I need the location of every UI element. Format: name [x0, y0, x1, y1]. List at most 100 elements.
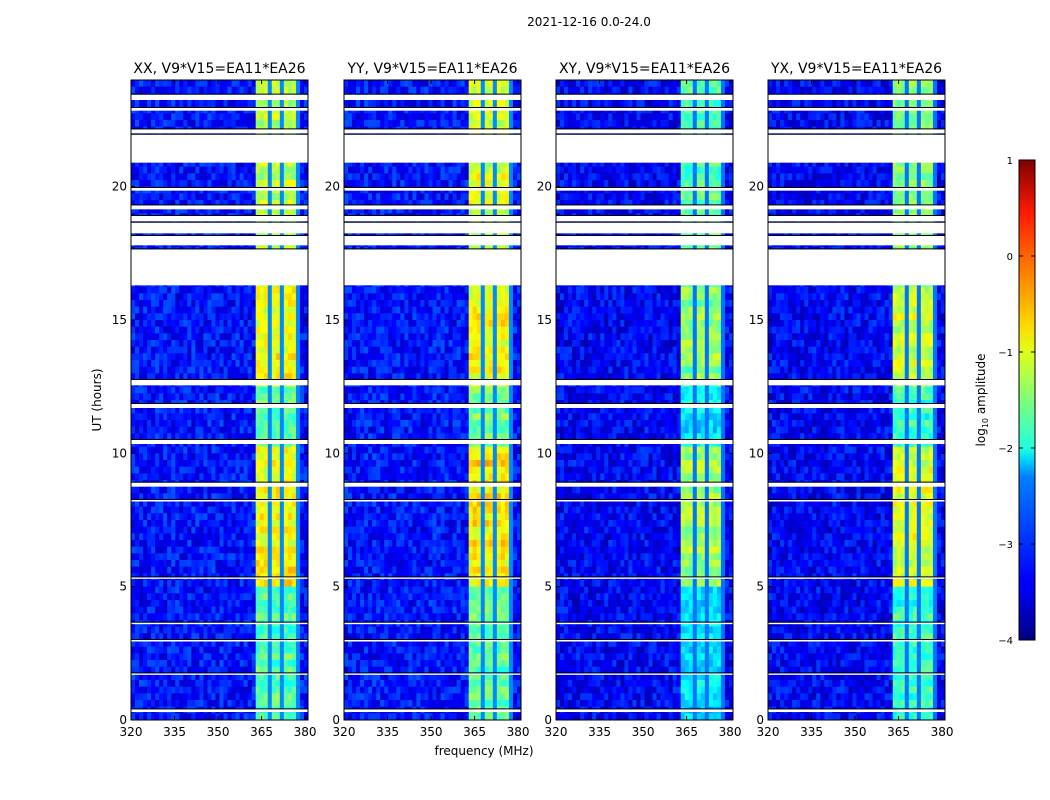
heatmap-cell [388, 113, 392, 120]
heatmap-cell [228, 100, 232, 107]
heatmap-cell [228, 287, 232, 294]
heatmap-cell [288, 553, 292, 560]
heatmap-cell [207, 293, 211, 300]
heatmap-cell [143, 467, 147, 474]
heatmap-cell [228, 307, 232, 314]
heatmap-cell [364, 120, 368, 127]
heatmap-cell [211, 340, 215, 347]
heatmap-cell [292, 360, 296, 367]
heatmap-cell [167, 693, 171, 700]
heatmap-cell [248, 313, 252, 320]
heatmap-cell [252, 613, 256, 620]
heatmap-cell [171, 113, 175, 120]
heatmap-cell [191, 520, 195, 527]
heatmap-cell [179, 587, 183, 594]
heatmap-cell [143, 460, 147, 467]
heatmap-cell [272, 540, 276, 547]
heatmap-cell [236, 693, 240, 700]
heatmap-cell [211, 560, 215, 567]
heatmap-cell [416, 167, 420, 174]
heatmap-cell [147, 80, 151, 87]
heatmap-cell [220, 587, 224, 594]
heatmap-cell [280, 520, 284, 527]
heatmap-cell [171, 580, 175, 587]
heatmap-cell [159, 547, 163, 554]
heatmap-cell [131, 700, 135, 707]
heatmap-cell [497, 80, 501, 87]
heatmap-cell [445, 113, 449, 120]
heatmap-cell [171, 680, 175, 687]
heatmap-cell [171, 387, 175, 394]
heatmap-cell [131, 80, 135, 87]
heatmap-cell [228, 567, 232, 574]
heatmap-cell [187, 87, 191, 94]
heatmap-cell [155, 333, 159, 340]
heatmap-cell [220, 453, 224, 460]
heatmap-cell [207, 653, 211, 660]
heatmap-cell [449, 100, 453, 107]
heatmap-cell [244, 307, 248, 314]
heatmap-cell [171, 553, 175, 560]
heatmap-cell [228, 487, 232, 494]
heatmap-cell [131, 540, 135, 547]
heatmap-cell [360, 113, 364, 120]
heatmap-cell [276, 593, 280, 600]
heatmap-cell [489, 173, 493, 180]
heatmap-cell [131, 173, 135, 180]
heatmap-cell [167, 607, 171, 614]
heatmap-cell [256, 87, 260, 94]
heatmap-cell [489, 113, 493, 120]
heatmap-cell [143, 627, 147, 634]
heatmap-cell [135, 533, 139, 540]
heatmap-cell [232, 653, 236, 660]
heatmap-cell [151, 333, 155, 340]
heatmap-cell [187, 447, 191, 454]
heatmap-cell [300, 467, 304, 474]
heatmap-cell [276, 600, 280, 607]
heatmap-cell [260, 567, 264, 574]
heatmap-cell [240, 593, 244, 600]
heatmap-cell [228, 300, 232, 307]
heatmap-cell [481, 120, 485, 127]
heatmap-cell [420, 100, 424, 107]
heatmap-cell [272, 300, 276, 307]
heatmap-cell [215, 167, 219, 174]
heatmap-cell [135, 347, 139, 354]
heatmap-cell [179, 467, 183, 474]
heatmap-cell [276, 520, 280, 527]
heatmap-cell [179, 173, 183, 180]
heatmap-cell [163, 520, 167, 527]
heatmap-cell [501, 173, 505, 180]
heatmap-cell [220, 627, 224, 634]
heatmap-cell [203, 613, 207, 620]
heatmap-cell [139, 420, 143, 427]
heatmap-cell [151, 307, 155, 314]
heatmap-cell [211, 593, 215, 600]
heatmap-cell [224, 533, 228, 540]
heatmap-cell [139, 340, 143, 347]
heatmap-cell [211, 347, 215, 354]
heatmap-cell [256, 540, 260, 547]
heatmap-cell [276, 447, 280, 454]
heatmap-cell [272, 513, 276, 520]
heatmap-cell [139, 393, 143, 400]
heatmap-cell [195, 320, 199, 327]
heatmap-cell [179, 653, 183, 660]
heatmap-cell [408, 173, 412, 180]
heatmap-cell [348, 100, 352, 107]
heatmap-cell [244, 180, 248, 187]
heatmap-cell [284, 393, 288, 400]
heatmap-cell [224, 293, 228, 300]
heatmap-cell [445, 173, 449, 180]
heatmap-cell [220, 367, 224, 374]
heatmap-cell [224, 193, 228, 200]
heatmap-cell [244, 560, 248, 567]
heatmap-cell [280, 353, 284, 360]
heatmap-cell [296, 700, 300, 707]
heatmap-cell [171, 420, 175, 427]
heatmap-cell [220, 80, 224, 87]
heatmap-cell [207, 627, 211, 634]
heatmap-cell [264, 700, 268, 707]
heatmap-cell [280, 347, 284, 354]
heatmap-cell [264, 487, 268, 494]
